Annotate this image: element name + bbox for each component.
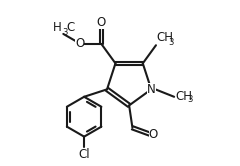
Text: O: O [149,128,158,141]
Text: N: N [147,83,156,96]
Text: O: O [97,16,106,29]
Text: CH: CH [157,31,174,44]
Text: H: H [53,21,62,34]
Text: 3: 3 [169,38,174,47]
Text: O: O [75,37,84,50]
Text: C: C [66,21,75,34]
Text: 3: 3 [62,28,67,37]
Text: 3: 3 [187,95,192,104]
Text: Cl: Cl [78,148,90,161]
Text: CH: CH [175,90,192,103]
